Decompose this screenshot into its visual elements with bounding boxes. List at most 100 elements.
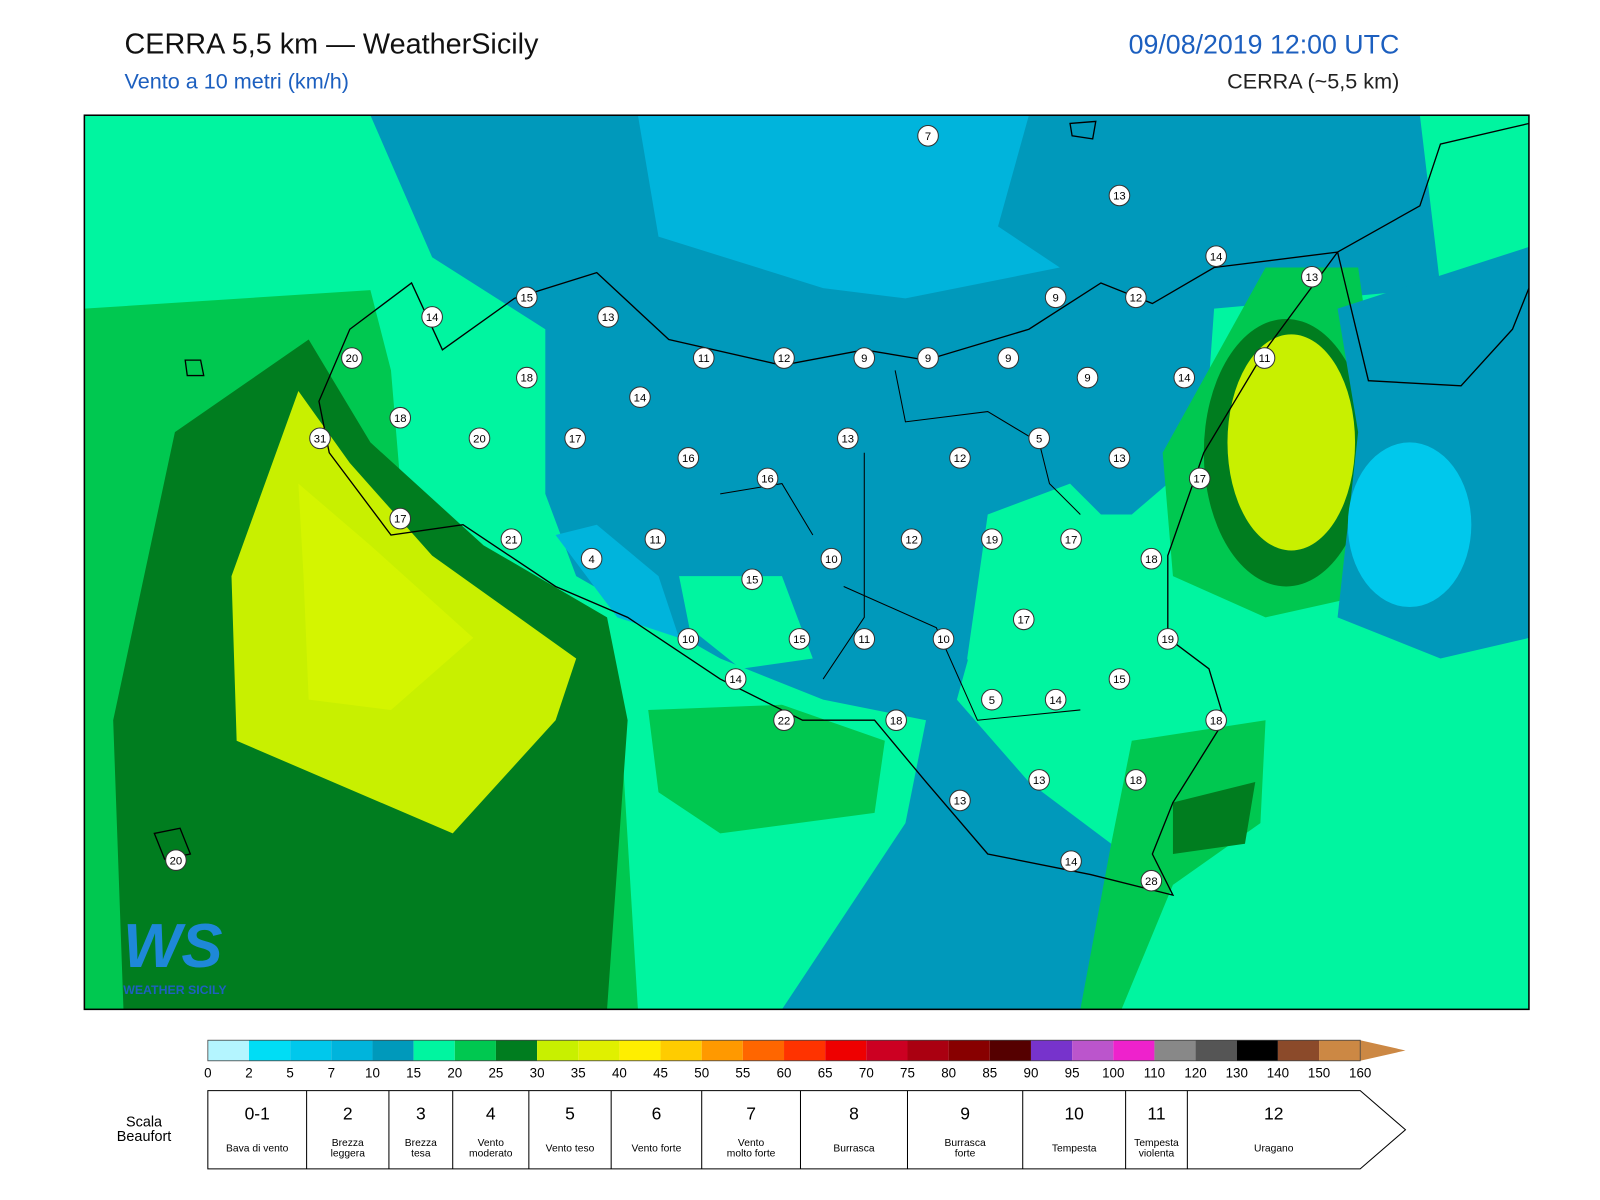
colorbar-segment bbox=[619, 1040, 661, 1061]
field bbox=[1347, 442, 1472, 608]
station-marker bbox=[1028, 427, 1050, 450]
station-value: 18 bbox=[394, 413, 407, 425]
beaufort-description: Tempesta violenta bbox=[1134, 1137, 1179, 1160]
colorbar-tick-label: 0 bbox=[204, 1065, 211, 1080]
station-marker bbox=[677, 447, 700, 469]
station-value: 28 bbox=[1145, 876, 1158, 888]
station-value: 15 bbox=[793, 634, 806, 646]
colorbar-tick-label: 150 bbox=[1308, 1065, 1330, 1080]
colorbar-tick-label: 45 bbox=[653, 1065, 668, 1080]
colorbar-tick-label: 90 bbox=[1024, 1065, 1039, 1080]
station-value: 12 bbox=[778, 353, 791, 365]
beaufort-description: Vento molto forte bbox=[726, 1137, 776, 1160]
station-value: 13 bbox=[602, 312, 615, 324]
station-marker bbox=[1301, 265, 1323, 288]
station-value: 9 bbox=[1005, 353, 1011, 365]
station-value: 9 bbox=[1053, 292, 1059, 304]
station-value: 13 bbox=[1113, 191, 1126, 203]
colorbar-tick-label: 2 bbox=[245, 1065, 252, 1080]
colorbar-segment bbox=[989, 1040, 1031, 1061]
station-value: 15 bbox=[1113, 674, 1126, 686]
beaufort-description: Burrasca bbox=[833, 1143, 875, 1155]
beaufort-description: Uragano bbox=[1254, 1143, 1294, 1155]
field bbox=[967, 483, 1163, 762]
station-value: 20 bbox=[346, 353, 359, 365]
title: CERRA 5,5 km — WeatherSicily bbox=[124, 29, 539, 61]
map-frame bbox=[83, 114, 1530, 1011]
station-marker bbox=[1140, 547, 1163, 570]
datetime: 09/08/2019 12:00 UTC bbox=[1129, 30, 1400, 60]
colorbar-tick-label: 25 bbox=[488, 1065, 503, 1080]
beaufort-description: Vento forte bbox=[631, 1143, 682, 1155]
station-value: 14 bbox=[729, 674, 742, 686]
station-marker bbox=[389, 406, 412, 429]
colorbar-segment bbox=[742, 1040, 785, 1061]
colorbar-segment bbox=[372, 1040, 414, 1061]
station-marker bbox=[1060, 528, 1082, 550]
station-value: 19 bbox=[1162, 634, 1175, 646]
colorbar-segment bbox=[866, 1040, 908, 1061]
beaufort-description: Vento teso bbox=[545, 1143, 595, 1155]
beaufort-description: Tempesta bbox=[1051, 1143, 1097, 1155]
colorbar-segment bbox=[825, 1040, 867, 1061]
station-value: 11 bbox=[1259, 353, 1271, 365]
field bbox=[298, 483, 474, 710]
station-marker bbox=[997, 347, 1020, 369]
boundary bbox=[720, 370, 1081, 721]
station-marker bbox=[564, 427, 586, 450]
station-marker bbox=[580, 547, 603, 570]
station-value: 15 bbox=[746, 574, 759, 586]
colorbar-segment bbox=[1113, 1040, 1155, 1061]
station-value: 15 bbox=[521, 292, 534, 304]
colorbar-segment bbox=[1195, 1040, 1237, 1061]
station-marker bbox=[820, 547, 843, 570]
colorbar-tick-label: 95 bbox=[1065, 1065, 1080, 1080]
colorbar-segment bbox=[1236, 1040, 1278, 1061]
colorbar-tick-label: 15 bbox=[406, 1065, 421, 1080]
colorbar-tick-label: 5 bbox=[286, 1065, 293, 1080]
station-value: 31 bbox=[314, 433, 327, 445]
colorbar-segment bbox=[1277, 1040, 1320, 1061]
station-marker bbox=[1108, 668, 1131, 690]
station-value: 9 bbox=[925, 353, 931, 365]
field bbox=[1172, 781, 1256, 854]
colorbar-tick-label: 100 bbox=[1102, 1065, 1124, 1080]
station-value: 17 bbox=[1065, 534, 1078, 546]
colorbar-tick-label: 20 bbox=[447, 1065, 462, 1080]
station-marker bbox=[853, 628, 876, 650]
station-value: 22 bbox=[778, 715, 791, 727]
station-value: 17 bbox=[394, 514, 407, 526]
station-value: 16 bbox=[761, 474, 774, 486]
station-value: 21 bbox=[505, 534, 518, 546]
beaufort-force: 12 bbox=[1264, 1103, 1283, 1123]
station-value: 14 bbox=[426, 312, 439, 324]
station-value: 11 bbox=[698, 353, 710, 365]
beaufort-description: Brezza leggera bbox=[330, 1137, 365, 1160]
colorbar-tick-label: 50 bbox=[694, 1065, 709, 1080]
station-marker bbox=[837, 427, 859, 450]
colorbar-segment bbox=[660, 1040, 702, 1061]
field bbox=[679, 576, 813, 669]
station-value: 17 bbox=[1193, 474, 1206, 486]
colorbar-tick-label: 140 bbox=[1267, 1065, 1289, 1080]
model: CERRA (~5,5 km) bbox=[1227, 68, 1399, 93]
logo-text: WEATHER SICILY bbox=[123, 983, 227, 997]
colorbar-segment bbox=[1030, 1040, 1073, 1061]
station-value: 13 bbox=[842, 433, 855, 445]
colorbar-segment bbox=[784, 1040, 826, 1061]
beaufort-force: 4 bbox=[486, 1103, 496, 1123]
colorbar-segment bbox=[248, 1040, 291, 1061]
station-value: 18 bbox=[890, 715, 903, 727]
station-marker bbox=[1044, 688, 1067, 711]
station-marker bbox=[309, 427, 331, 450]
station-value: 5 bbox=[989, 695, 995, 707]
colorbar-tick-label: 30 bbox=[530, 1065, 545, 1080]
station-value: 19 bbox=[986, 534, 999, 546]
station-value: 12 bbox=[905, 534, 918, 546]
station-marker bbox=[1205, 245, 1227, 267]
colorbar-segment bbox=[701, 1040, 743, 1061]
field bbox=[637, 115, 1060, 299]
colorbar-tick-label: 7 bbox=[328, 1065, 335, 1080]
station-value: 9 bbox=[1084, 373, 1090, 385]
